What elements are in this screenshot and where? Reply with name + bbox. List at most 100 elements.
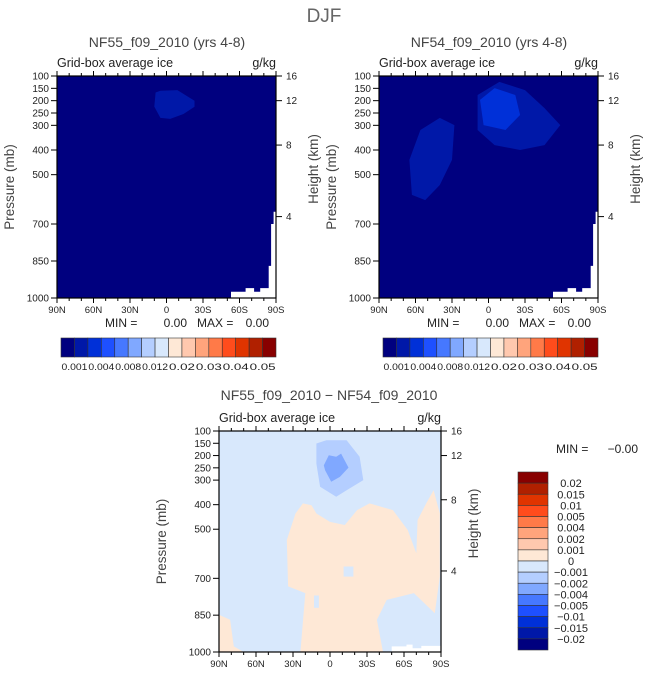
missing-data-region [231,211,276,298]
colorbar-box [409,337,424,358]
colorbar-box [490,337,505,358]
y-tick-label: 700 [194,574,211,585]
colorbar-label: 0.05 [250,362,276,373]
x-tick-label: 60S [553,305,570,316]
panel-subtitle: Grid-box average ice [379,56,495,70]
min-value: 0.00 [164,316,188,330]
y-axis-label: Pressure (mb) [324,144,339,230]
colorbar-box [584,337,599,358]
colorbar-box [396,337,411,358]
y-tick-label: 250 [32,109,49,120]
x-tick-label: 60N [85,305,103,316]
colorbar-label: 0.005 [557,512,585,524]
x-tick-label: 30N [284,659,302,670]
contour-region [343,566,354,577]
max-label: MAX = [197,316,233,330]
colorbar: 0.001 0.004 0.008 0.012 0.02 0.03 0.04 0.05 [60,337,277,373]
y-tick-label: 700 [354,220,371,231]
units-label: g/kg [417,411,441,425]
y-tick-label: 100 [194,427,211,438]
y2-tick-label: 4 [286,212,292,223]
colorbar-box [517,560,549,573]
y-tick-label: 850 [32,257,49,268]
colorbar-label: −0.015 [554,623,588,635]
colorbar-box [517,538,549,551]
missing-data-region [391,644,441,652]
colorbar-box [517,616,549,629]
y2-tick-label: 8 [451,495,457,506]
panel-title: NF55_f09_2010 (yrs 4-8) [89,34,245,50]
y2-tick-label: 8 [608,141,614,152]
colorbar-box [517,471,549,484]
x-tick-label: 0 [164,305,169,316]
colorbar-box [517,527,549,540]
colorbar-label: 0.02 [169,362,195,373]
y-axis-label: Pressure (mb) [154,499,169,585]
colorbar-label: 0.012 [142,362,168,373]
y-axis-label: Pressure (mb) [2,144,17,230]
colorbar-label: 0.01 [560,500,581,512]
y2-tick-label: 12 [608,96,620,107]
y2-tick-label: 4 [451,566,457,577]
y-tick-label: 150 [194,439,211,450]
y2-tick-label: 4 [608,212,614,223]
colorbar-label: −0.002 [554,578,588,590]
colorbar-label: −0.02 [557,634,585,646]
y-tick-label: 100 [354,72,371,83]
colorbar-label: 0.008 [437,362,463,373]
colorbar-box [476,337,491,358]
y-tick-label: 400 [32,146,49,157]
colorbar-label: 0.004 [410,362,436,373]
x-tick-label: 30S [195,305,212,316]
contour-region [409,117,455,201]
x-tick-label: 90N [48,305,66,316]
y-tick-label: 500 [194,525,211,536]
panel-3: NF55_f09_2010 − NF54_f09_2010 Grid-box av… [154,387,638,670]
y-tick-label: 850 [354,257,371,268]
colorbar-box [543,337,558,358]
colorbar-box [181,337,196,358]
panel-title: NF54_f09_2010 (yrs 4-8) [411,34,567,50]
colorbar-box [141,337,156,358]
y-tick-label: 500 [32,170,49,181]
x-tick-label: 90S [268,305,285,316]
y-tick-label: 500 [354,170,371,181]
x-tick-label: 60S [396,659,413,670]
units-label: g/kg [574,56,598,70]
contour-region [154,90,195,119]
colorbar-label: 0.015 [557,489,585,501]
y2-tick-label: 16 [286,72,298,83]
colorbar-box [517,594,549,606]
figure-title: DJF [307,6,342,27]
colorbar-label: 0.004 [557,523,585,535]
colorbar-box [382,337,397,358]
y-tick-label: 850 [194,611,211,622]
colorbar-box [436,337,451,358]
y-tick-label: 200 [354,96,371,107]
colorbar: 0.020.0150.010.0050.0040.0020.0010−0.001… [517,471,588,651]
y2-tick-label: 12 [451,451,463,462]
plot-area [219,431,441,652]
x-tick-label: 30N [121,305,139,316]
min-label: MIN = [556,442,588,456]
max-label: MAX = [519,316,555,330]
colorbar-box [127,337,142,358]
panel-1: NF55_f09_2010 (yrs 4-8) Grid-box average … [2,34,321,373]
colorbar-label: 0.002 [557,534,585,546]
colorbar-label: −0.004 [554,589,588,601]
y-tick-label: 300 [354,121,371,132]
colorbar-box [208,337,223,358]
y-tick-label: 300 [32,121,49,132]
colorbar-box [235,337,250,358]
colorbar-box [60,337,75,358]
colorbar-box [517,627,549,640]
y2-tick-label: 12 [286,96,298,107]
colorbar-label: 0.03 [196,362,222,373]
colorbar-box [517,516,549,528]
y-tick-label: 200 [194,451,211,462]
max-value: 0.00 [568,316,592,330]
colorbar-box [570,337,585,358]
colorbar-box [517,337,532,358]
panel-2: NF54_f09_2010 (yrs 4-8) Grid-box average … [324,34,643,373]
